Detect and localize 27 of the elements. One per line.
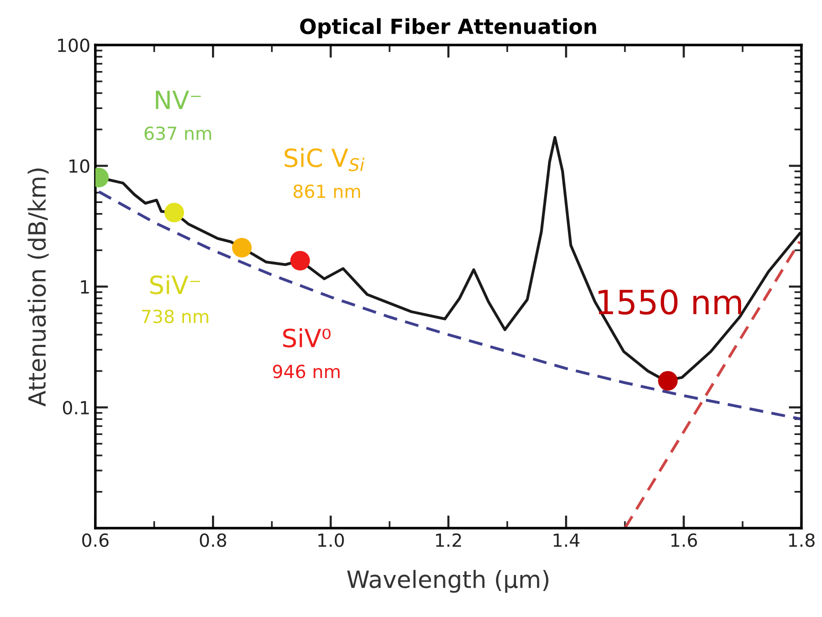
x-tick-label: 0.6 [82,533,109,547]
y-tick-label: 10 [70,159,90,173]
x-tick-label: 1.2 [436,533,461,547]
annotation: 738 nm [142,310,208,324]
x-tick-label: 0.8 [200,533,226,547]
y-tick-label: 100 [58,38,90,52]
annotation: 637 nm [144,126,212,140]
y-axis-title: Attenuation (dB/km) [28,168,49,406]
annotation: SiC V$_{Si}$ [284,148,364,172]
x-tick-label: 1.8 [789,533,815,547]
annotation: SiV⁻ [150,274,200,294]
point [164,202,184,222]
x-axis-title: Wavelength (µm) [347,570,548,593]
chart-title: Optical Fiber Attenuation [300,18,596,38]
x-tick-label: 1.6 [671,533,697,547]
annotation: 946 nm [272,364,340,378]
annotation: NV⁻ [156,90,201,109]
point [658,370,678,391]
annotation: SiV⁰ [283,328,331,348]
x-tick-label: 1.0 [318,533,344,547]
y-tick-label: 0.1 [62,400,89,414]
annotation: 1550 nm [598,289,742,315]
x-tick-label: 1.4 [554,534,580,547]
annotation: 861 nm [294,184,360,198]
point [232,238,252,258]
y-tick-label: 1 [80,280,89,294]
point [290,250,310,270]
